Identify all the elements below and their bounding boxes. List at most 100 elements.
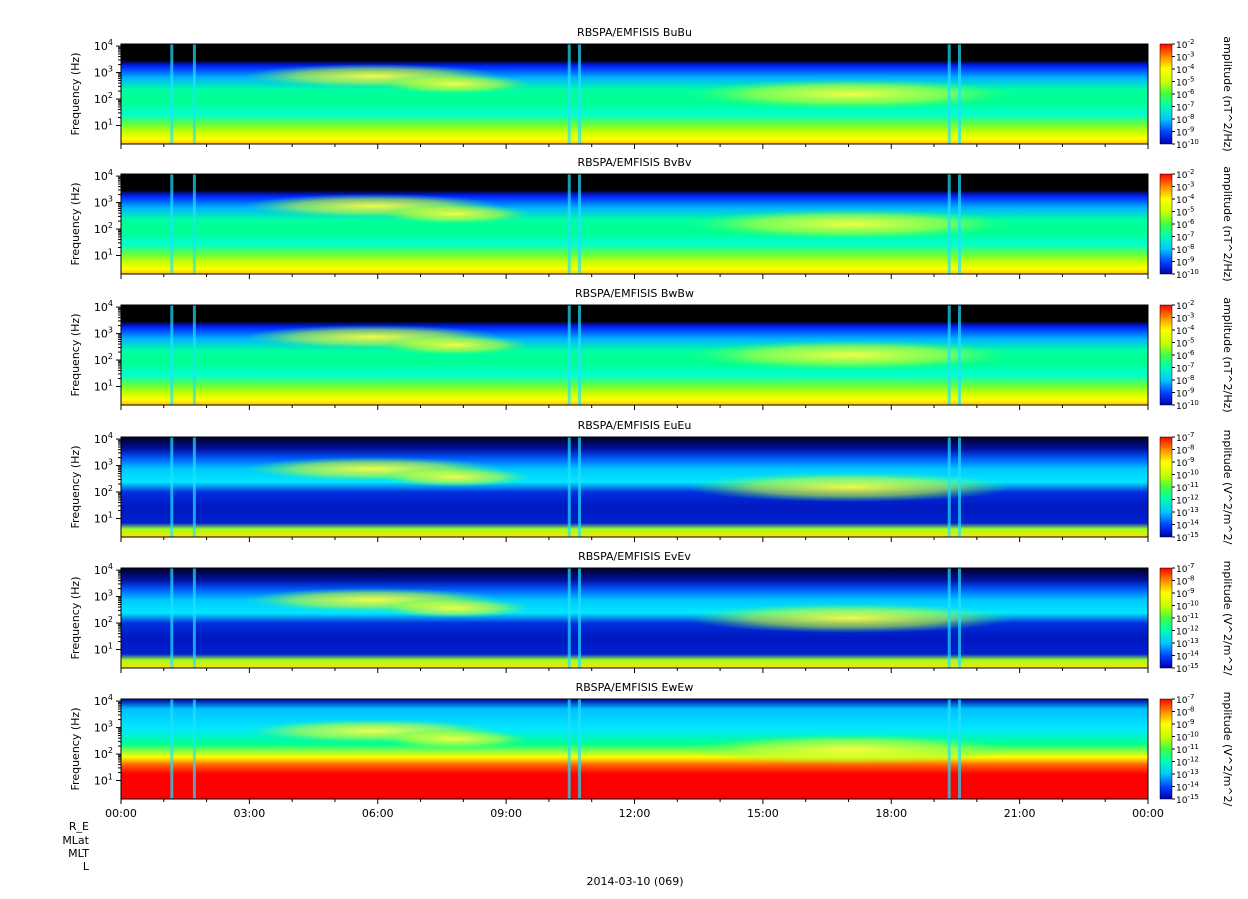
x-tick-label: 12:00 (619, 807, 651, 820)
colorbar-tick-label: 10-8 (1176, 243, 1194, 256)
colorbar-tick-label: 10-15 (1176, 793, 1199, 806)
y-tick-label: 104 (94, 562, 113, 577)
y-tick-label: 103 (94, 720, 113, 735)
colorbar-tick-label: 10-7 (1176, 231, 1194, 244)
colorbar-tick-label: 10-13 (1176, 637, 1199, 650)
colorbar-tick-label: 10-9 (1176, 718, 1194, 731)
colorbar-tick-label: 10-10 (1176, 399, 1199, 412)
y-axis-label: Frequency (Hz) (69, 446, 82, 529)
perigee-stripe (947, 305, 951, 405)
date-label: 2014-03-10 (069) (586, 875, 683, 888)
y-tick-label: 101 (94, 378, 113, 393)
y-tick-label: 103 (94, 589, 113, 604)
y-tick-label: 101 (94, 247, 113, 262)
panel-4: RBSPA/EMFISIS EuEu Frequency (Hz) 101 102 10… (69, 419, 1234, 545)
perigee-stripe (192, 568, 196, 668)
emission-band (685, 79, 1015, 109)
panel-title: RBSPA/EMFISIS EuEu (578, 419, 692, 432)
colorbar-tick-label: 10-14 (1176, 781, 1199, 794)
perigee-stripe (958, 44, 962, 144)
panel-2: RBSPA/EMFISIS BvBv Frequency (Hz) 101 102 10… (69, 156, 1234, 282)
y-tick-label: 102 (94, 221, 113, 236)
colorbar-label: amplitude (nT^2/Hz) (1221, 36, 1234, 151)
y-tick-label: 102 (94, 615, 113, 630)
y-tick-label: 102 (94, 352, 113, 367)
perigee-stripe (567, 437, 571, 537)
perigee-stripe (192, 305, 196, 405)
y-tick-label: 101 (94, 510, 113, 525)
colorbar (1159, 173, 1173, 275)
colorbar-tick-label: 10-15 (1176, 662, 1199, 675)
perigee-stripe (170, 568, 174, 668)
colorbar-label: amplitude (nT^2/Hz) (1221, 297, 1234, 412)
colorbar-tick-label: 10-14 (1176, 650, 1199, 663)
colorbar (1159, 698, 1173, 800)
perigee-stripe (947, 44, 951, 144)
ephemeris-label-mlat: MLat (62, 834, 89, 847)
colorbar-label: amplitude (nT^2/Hz) (1221, 166, 1234, 281)
colorbar-tick-label: 10-11 (1176, 612, 1199, 625)
y-tick-label: 103 (94, 195, 113, 210)
colorbar-tick-label: 10-3 (1176, 51, 1194, 64)
colorbar-tick-label: 10-2 (1176, 168, 1194, 181)
y-axis-label: Frequency (Hz) (69, 314, 82, 397)
perigee-stripe (567, 44, 571, 144)
colorbar-tick-label: 10-7 (1176, 431, 1194, 444)
ephemeris-label-l: L (83, 860, 90, 873)
y-tick-label: 104 (94, 38, 113, 53)
x-tick-label: 03:00 (234, 807, 266, 820)
perigee-stripe (170, 305, 174, 405)
colorbar-label: mplitude (V^2/m^2/ (1221, 430, 1234, 545)
panel-1: RBSPA/EMFISIS BuBu Frequency (Hz) 101 102 10… (69, 26, 1234, 152)
colorbar-tick-label: 10-7 (1176, 562, 1194, 575)
panel-6: RBSPA/EMFISIS EwEw Frequency (Hz) 101 102 10… (69, 681, 1234, 820)
x-tick-label: 06:00 (362, 807, 394, 820)
colorbar-tick-label: 10-2 (1176, 38, 1194, 51)
y-tick-label: 103 (94, 326, 113, 341)
colorbar-tick-label: 10-5 (1176, 76, 1194, 89)
y-tick-label: 102 (94, 484, 113, 499)
perigee-stripe (170, 437, 174, 537)
x-tick-label: 00:00 (1132, 807, 1164, 820)
x-tick-label: 21:00 (1004, 807, 1036, 820)
x-tick-label: 18:00 (875, 807, 907, 820)
colorbar-tick-label: 10-7 (1176, 693, 1194, 706)
colorbar (1159, 43, 1173, 145)
colorbar-tick-label: 10-11 (1176, 743, 1199, 756)
y-tick-label: 104 (94, 431, 113, 446)
colorbar-tick-label: 10-3 (1176, 312, 1194, 325)
colorbar-tick-label: 10-10 (1176, 731, 1199, 744)
colorbar-tick-label: 10-8 (1176, 113, 1194, 126)
y-tick-label: 102 (94, 91, 113, 106)
emission-band (685, 603, 1015, 633)
perigee-stripe (578, 305, 582, 405)
colorbar-tick-label: 10-15 (1176, 531, 1199, 544)
colorbar-tick-label: 10-8 (1176, 575, 1194, 588)
colorbar-tick-label: 10-9 (1176, 456, 1194, 469)
perigee-stripe (958, 305, 962, 405)
y-tick-label: 104 (94, 299, 113, 314)
y-axis-label: Frequency (Hz) (69, 53, 82, 136)
perigee-stripe (567, 305, 571, 405)
emission-band (685, 209, 1015, 239)
emission-band (685, 472, 1015, 502)
perigee-stripe (958, 437, 962, 537)
perigee-stripe (947, 568, 951, 668)
colorbar-tick-label: 10-4 (1176, 63, 1195, 76)
y-tick-label: 103 (94, 65, 113, 80)
perigee-stripe (947, 699, 951, 799)
x-tick-label: 00:00 (105, 807, 137, 820)
perigee-stripe (567, 699, 571, 799)
perigee-stripe (578, 174, 582, 274)
colorbar-tick-label: 10-2 (1176, 299, 1194, 312)
colorbar (1159, 567, 1173, 669)
perigee-stripe (170, 699, 174, 799)
perigee-stripe (947, 174, 951, 274)
colorbar-tick-label: 10-7 (1176, 101, 1194, 114)
colorbar-tick-label: 10-12 (1176, 625, 1199, 638)
colorbar-tick-label: 10-12 (1176, 494, 1199, 507)
colorbar-tick-label: 10-5 (1176, 337, 1194, 350)
colorbar-tick-label: 10-10 (1176, 600, 1199, 613)
colorbar-tick-label: 10-7 (1176, 362, 1194, 375)
emission-band (377, 729, 532, 749)
